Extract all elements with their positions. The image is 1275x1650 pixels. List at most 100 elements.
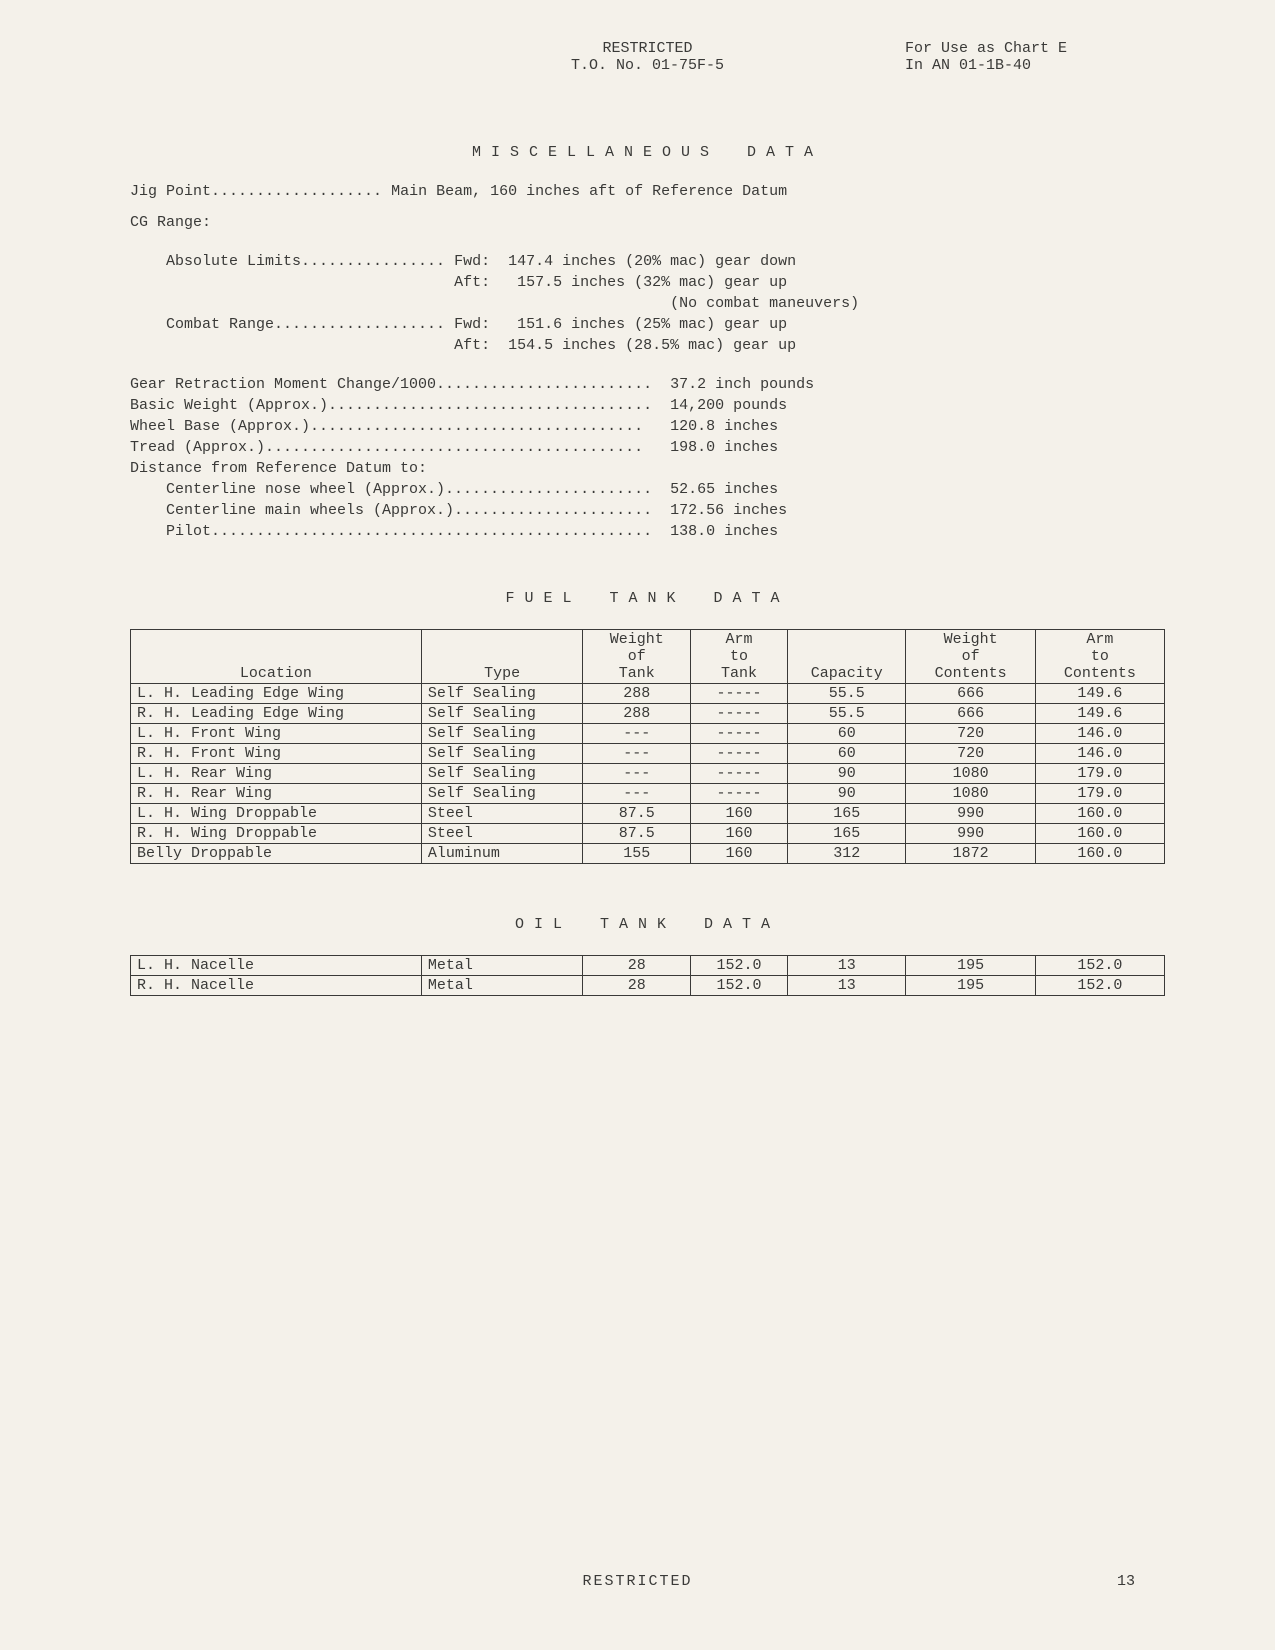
table-cell: 179.0 <box>1035 784 1164 804</box>
classification-bottom: RESTRICTED <box>0 1573 1275 1590</box>
table-cell: 152.0 <box>1035 956 1164 976</box>
wheel-base-line: Wheel Base (Approx.)....................… <box>130 418 1165 435</box>
table-cell: 152.0 <box>691 976 788 996</box>
tread-line: Tread (Approx.).........................… <box>130 439 1165 456</box>
table-cell: 720 <box>906 744 1035 764</box>
table-cell: ----- <box>691 704 788 724</box>
table-cell: Metal <box>421 956 583 976</box>
table-cell: 149.6 <box>1035 684 1164 704</box>
table-cell: 666 <box>906 684 1035 704</box>
table-cell: 160.0 <box>1035 844 1164 864</box>
misc-data-title: MISCELLANEOUS DATA <box>130 144 1165 161</box>
oil-title-w1: OIL <box>515 916 572 933</box>
table-cell: 1080 <box>906 764 1035 784</box>
table-cell: --- <box>583 724 691 744</box>
table-cell: ----- <box>691 724 788 744</box>
distance-label: Distance from Reference Datum to: <box>130 460 1165 477</box>
fuel-col-header: WeightofTank <box>583 630 691 684</box>
table-cell: R. H. Rear Wing <box>131 784 422 804</box>
fuel-col-header: ArmtoTank <box>691 630 788 684</box>
fuel-col-header: Type <box>421 630 583 684</box>
table-cell: L. H. Nacelle <box>131 956 422 976</box>
classification-top: RESTRICTED <box>390 40 905 57</box>
table-row: R. H. Rear WingSelf Sealing--------90108… <box>131 784 1165 804</box>
table-cell: L. H. Leading Edge Wing <box>131 684 422 704</box>
fuel-col-header: Capacity <box>788 630 906 684</box>
fuel-col-header: Location <box>131 630 422 684</box>
table-cell: --- <box>583 744 691 764</box>
fuel-col-header: WeightofContents <box>906 630 1035 684</box>
table-cell: 288 <box>583 704 691 724</box>
page-number: 13 <box>1117 1573 1135 1590</box>
table-cell: Steel <box>421 824 583 844</box>
table-cell: 160 <box>691 824 788 844</box>
table-cell: 90 <box>788 764 906 784</box>
table-cell: 990 <box>906 824 1035 844</box>
dist-pilot-line: Pilot...................................… <box>130 523 1165 540</box>
table-cell: 149.6 <box>1035 704 1164 724</box>
table-cell: ----- <box>691 784 788 804</box>
table-row: R. H. Leading Edge WingSelf Sealing288--… <box>131 704 1165 724</box>
chart-ref-1: For Use as Chart E <box>905 40 1165 57</box>
basic-weight-line: Basic Weight (Approx.)..................… <box>130 397 1165 414</box>
table-cell: Self Sealing <box>421 764 583 784</box>
page-footer: RESTRICTED 13 <box>0 1573 1275 1590</box>
table-cell: 179.0 <box>1035 764 1164 784</box>
table-cell: R. H. Leading Edge Wing <box>131 704 422 724</box>
table-cell: 13 <box>788 956 906 976</box>
table-cell: L. H. Rear Wing <box>131 764 422 784</box>
jig-point-line: Jig Point................... Main Beam, … <box>130 183 1165 200</box>
fuel-col-header: ArmtoContents <box>1035 630 1164 684</box>
table-cell: ----- <box>691 764 788 784</box>
table-cell: Self Sealing <box>421 744 583 764</box>
table-row: R. H. NacelleMetal28152.013195152.0 <box>131 976 1165 996</box>
table-cell: 160.0 <box>1035 824 1164 844</box>
table-cell: Aluminum <box>421 844 583 864</box>
dist-nose-line: Centerline nose wheel (Approx.).........… <box>130 481 1165 498</box>
table-cell: 288 <box>583 684 691 704</box>
table-cell: --- <box>583 784 691 804</box>
table-cell: ----- <box>691 684 788 704</box>
table-cell: ----- <box>691 744 788 764</box>
table-cell: 1080 <box>906 784 1035 804</box>
table-row: L. H. Wing DroppableSteel87.516016599016… <box>131 804 1165 824</box>
table-cell: Steel <box>421 804 583 824</box>
table-cell: 87.5 <box>583 824 691 844</box>
table-row: R. H. Wing DroppableSteel87.516016599016… <box>131 824 1165 844</box>
gear-retraction-line: Gear Retraction Moment Change/1000......… <box>130 376 1165 393</box>
table-cell: 28 <box>583 976 691 996</box>
table-cell: Metal <box>421 976 583 996</box>
table-cell: 160 <box>691 844 788 864</box>
table-cell: L. H. Front Wing <box>131 724 422 744</box>
fuel-tank-title: FUELTANKDATA <box>130 590 1165 607</box>
table-cell: 1872 <box>906 844 1035 864</box>
dist-main-line: Centerline main wheels (Approx.)........… <box>130 502 1165 519</box>
table-row: L. H. Rear WingSelf Sealing--------90108… <box>131 764 1165 784</box>
cg-range-label: CG Range: <box>130 214 1165 231</box>
table-cell: --- <box>583 764 691 784</box>
oil-title-w2: TANK <box>600 916 676 933</box>
misc-title-word2: DATA <box>747 144 823 161</box>
table-row: Belly DroppableAluminum1551603121872160.… <box>131 844 1165 864</box>
table-cell: 55.5 <box>788 684 906 704</box>
oil-tank-table: L. H. NacelleMetal28152.013195152.0R. H.… <box>130 955 1165 996</box>
table-cell: 160.0 <box>1035 804 1164 824</box>
table-cell: 312 <box>788 844 906 864</box>
table-cell: Self Sealing <box>421 704 583 724</box>
table-cell: 152.0 <box>691 956 788 976</box>
misc-title-word1: MISCELLANEOUS <box>472 144 719 161</box>
oil-tank-title: OIL TANK DATA <box>130 916 1165 933</box>
fuel-title-w3: DATA <box>714 590 790 607</box>
table-cell: 146.0 <box>1035 724 1164 744</box>
table-cell: 13 <box>788 976 906 996</box>
table-cell: 60 <box>788 744 906 764</box>
table-cell: 160 <box>691 804 788 824</box>
to-number: T.O. No. 01-75F-5 <box>390 57 905 74</box>
oil-title-w3: DATA <box>704 916 780 933</box>
table-row: L. H. NacelleMetal28152.013195152.0 <box>131 956 1165 976</box>
fuel-title-w2: TANK <box>609 590 685 607</box>
combat-range-aft: Combat Range................... Aft: 154… <box>130 337 1165 354</box>
table-cell: R. H. Nacelle <box>131 976 422 996</box>
table-cell: R. H. Front Wing <box>131 744 422 764</box>
table-cell: 55.5 <box>788 704 906 724</box>
